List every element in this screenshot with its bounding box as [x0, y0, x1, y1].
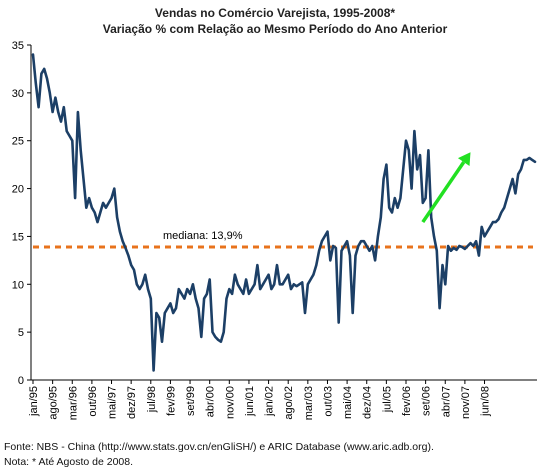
x-tick-label: ago/95 — [48, 386, 60, 420]
y-tick-label: 25 — [12, 136, 24, 148]
x-tick-label: jul/98 — [146, 386, 158, 413]
x-tick-label: abr/00 — [205, 386, 217, 417]
y-tick-label: 5 — [18, 327, 24, 339]
chart-subtitle: Variação % com Relação ao Mesmo Período … — [102, 22, 448, 36]
y-tick-label: 15 — [12, 231, 24, 243]
x-tick-label: jan/95 — [28, 386, 40, 417]
x-tick-label: jun/01 — [244, 386, 256, 417]
x-tick-label: jun/08 — [480, 386, 492, 417]
y-tick-label: 10 — [12, 279, 24, 291]
x-tick-label: set/06 — [421, 386, 433, 416]
series-line — [31, 53, 537, 372]
x-tick-label: mar/03 — [303, 386, 315, 420]
y-tick-label: 20 — [12, 184, 24, 196]
footnote: Nota: * Até Agosto de 2008. — [4, 456, 134, 468]
chart-title: Vendas no Comércio Varejista, 1995-2008* — [154, 6, 396, 20]
x-tick-label: nov/00 — [224, 386, 236, 419]
x-tick-label: out/96 — [87, 386, 99, 417]
y-tick-label: 35 — [12, 40, 24, 52]
x-tick-label: dez/97 — [126, 386, 138, 419]
x-tick-label: mar/96 — [67, 386, 79, 420]
x-tick-label: fev/06 — [401, 386, 413, 416]
x-tick-label: ago/02 — [283, 386, 295, 420]
x-tick-label: nov/07 — [460, 386, 472, 419]
source-note: Fonte: NBS - China (http://www.stats.gov… — [4, 441, 434, 453]
x-tick-label: dez/04 — [362, 386, 374, 419]
x-tick-label: mai/04 — [342, 386, 354, 419]
x-tick-label: abr/07 — [440, 386, 452, 417]
trend-arrow-head — [457, 152, 471, 167]
x-tick-label: out/03 — [322, 386, 334, 417]
y-tick-label: 30 — [12, 88, 24, 100]
x-tick-label: jan/02 — [264, 386, 276, 417]
x-tick-label: jul/05 — [381, 386, 393, 413]
median-label: mediana: 13,9% — [163, 230, 243, 242]
x-tick-label: mai/97 — [107, 386, 119, 419]
x-tick-label: set/99 — [185, 386, 197, 416]
line-chart: 0 5 10 15 20 25 30 35 jan/95 ago/95 mar/96 out/96 ma… — [12, 40, 537, 420]
trend-arrow-shaft — [421, 161, 466, 224]
x-tick-label: fev/99 — [165, 386, 177, 416]
y-tick-label: 0 — [18, 375, 24, 387]
